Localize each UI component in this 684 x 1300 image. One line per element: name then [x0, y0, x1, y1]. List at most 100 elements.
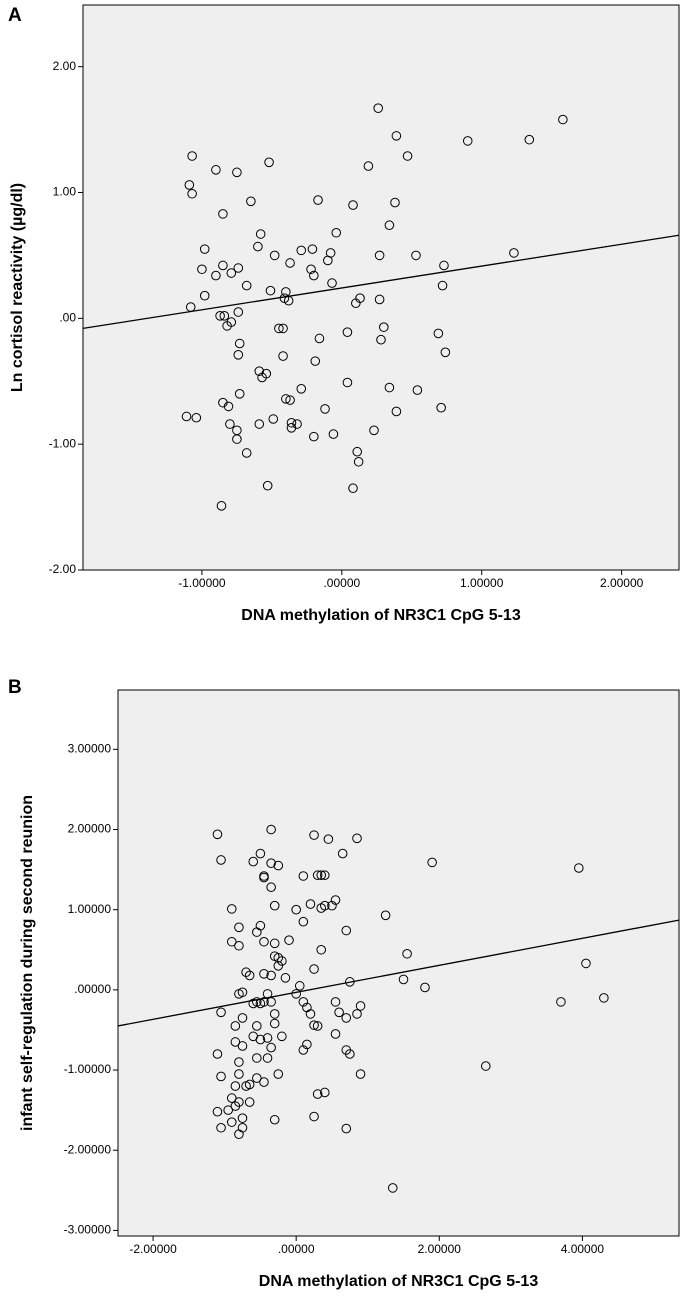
point	[374, 294, 385, 305]
fit-line	[82, 234, 680, 330]
point	[211, 165, 221, 175]
point	[440, 347, 451, 358]
y-tick-label: 1.00000	[68, 902, 112, 916]
plot-area	[82, 4, 680, 571]
point	[309, 270, 319, 281]
point	[211, 270, 221, 281]
y-tick-label: .00000	[74, 982, 111, 996]
point	[330, 997, 341, 1007]
point	[230, 1037, 241, 1047]
point	[212, 1049, 223, 1059]
point	[269, 1009, 280, 1019]
point	[433, 328, 444, 339]
point	[262, 1053, 273, 1063]
point	[305, 899, 316, 909]
point	[232, 167, 242, 178]
point	[420, 982, 430, 993]
point	[331, 227, 342, 238]
point	[342, 327, 353, 337]
point	[259, 969, 269, 979]
point	[558, 114, 568, 125]
point	[246, 196, 256, 207]
panel-label: A	[8, 5, 22, 26]
point	[273, 952, 284, 963]
point	[599, 993, 609, 1003]
point	[328, 429, 339, 439]
point	[378, 322, 389, 332]
point	[298, 871, 309, 881]
point	[230, 1021, 241, 1031]
point	[232, 434, 242, 444]
y-axis-label: Ln cortisol reactivity (µg/dl)	[9, 183, 26, 392]
point	[266, 824, 276, 835]
point	[255, 1034, 266, 1045]
y-tick-label: 2.00	[53, 59, 77, 73]
point	[237, 1013, 248, 1023]
x-tick-label: -2.00000	[129, 1242, 177, 1256]
point	[313, 195, 323, 205]
point	[248, 998, 259, 1009]
point	[253, 241, 263, 252]
point	[274, 323, 284, 334]
point	[269, 1114, 280, 1125]
point	[353, 456, 364, 467]
point	[298, 997, 309, 1007]
point	[266, 1042, 276, 1053]
point	[226, 1117, 237, 1127]
point	[380, 910, 391, 921]
point	[234, 940, 244, 951]
point	[269, 900, 280, 911]
point	[319, 1087, 330, 1098]
point	[581, 958, 591, 969]
x-tick-label: 2.00000	[418, 1242, 462, 1256]
point	[286, 417, 297, 428]
point	[184, 180, 195, 190]
point	[216, 1007, 226, 1018]
x-axis-label: DNA methylation of NR3C1 CpG 5-13	[259, 1273, 539, 1290]
point	[259, 1077, 269, 1087]
point	[233, 307, 244, 317]
point	[226, 268, 237, 278]
point	[309, 1111, 319, 1122]
point	[181, 411, 192, 422]
point	[233, 350, 244, 360]
point	[352, 833, 362, 844]
point	[337, 848, 348, 859]
point	[291, 904, 301, 915]
point	[252, 927, 262, 937]
point	[316, 870, 327, 881]
point	[310, 356, 321, 366]
point	[291, 989, 301, 999]
point	[387, 1183, 398, 1193]
point	[319, 900, 330, 911]
point	[216, 501, 227, 511]
point	[216, 1122, 226, 1133]
point	[312, 870, 323, 881]
point	[341, 925, 352, 936]
point	[327, 278, 337, 288]
point	[302, 1039, 312, 1050]
point	[391, 131, 402, 141]
point	[234, 1069, 244, 1079]
point	[348, 200, 358, 210]
point	[369, 425, 379, 436]
point	[384, 220, 395, 231]
y-tick-label: -2.00	[49, 562, 77, 576]
point	[524, 134, 535, 145]
point	[237, 1041, 248, 1051]
x-tick-label: -1.00000	[178, 576, 226, 590]
point	[341, 1013, 352, 1023]
point	[309, 1020, 319, 1030]
point	[398, 974, 409, 985]
point	[480, 1061, 491, 1071]
point	[262, 480, 273, 491]
point	[312, 1089, 323, 1099]
point	[266, 858, 276, 868]
point	[234, 389, 245, 399]
point	[216, 1071, 226, 1082]
point	[330, 1029, 341, 1039]
point	[252, 1053, 262, 1063]
point	[259, 936, 269, 947]
